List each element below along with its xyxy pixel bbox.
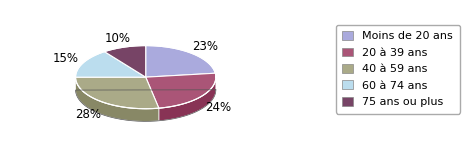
Text: 10%: 10% xyxy=(105,32,131,45)
Text: 15%: 15% xyxy=(53,52,78,65)
Polygon shape xyxy=(76,52,146,77)
Text: 28%: 28% xyxy=(76,108,102,121)
Text: 24%: 24% xyxy=(205,101,231,114)
Polygon shape xyxy=(104,46,146,77)
Polygon shape xyxy=(146,46,215,77)
Legend: Moins de 20 ans, 20 à 39 ans, 40 à 59 ans, 60 à 74 ans, 75 ans ou plus: Moins de 20 ans, 20 à 39 ans, 40 à 59 an… xyxy=(336,24,460,114)
Polygon shape xyxy=(76,77,159,121)
Polygon shape xyxy=(76,77,159,109)
Polygon shape xyxy=(159,77,216,121)
Text: 23%: 23% xyxy=(192,40,218,53)
Polygon shape xyxy=(146,73,216,108)
